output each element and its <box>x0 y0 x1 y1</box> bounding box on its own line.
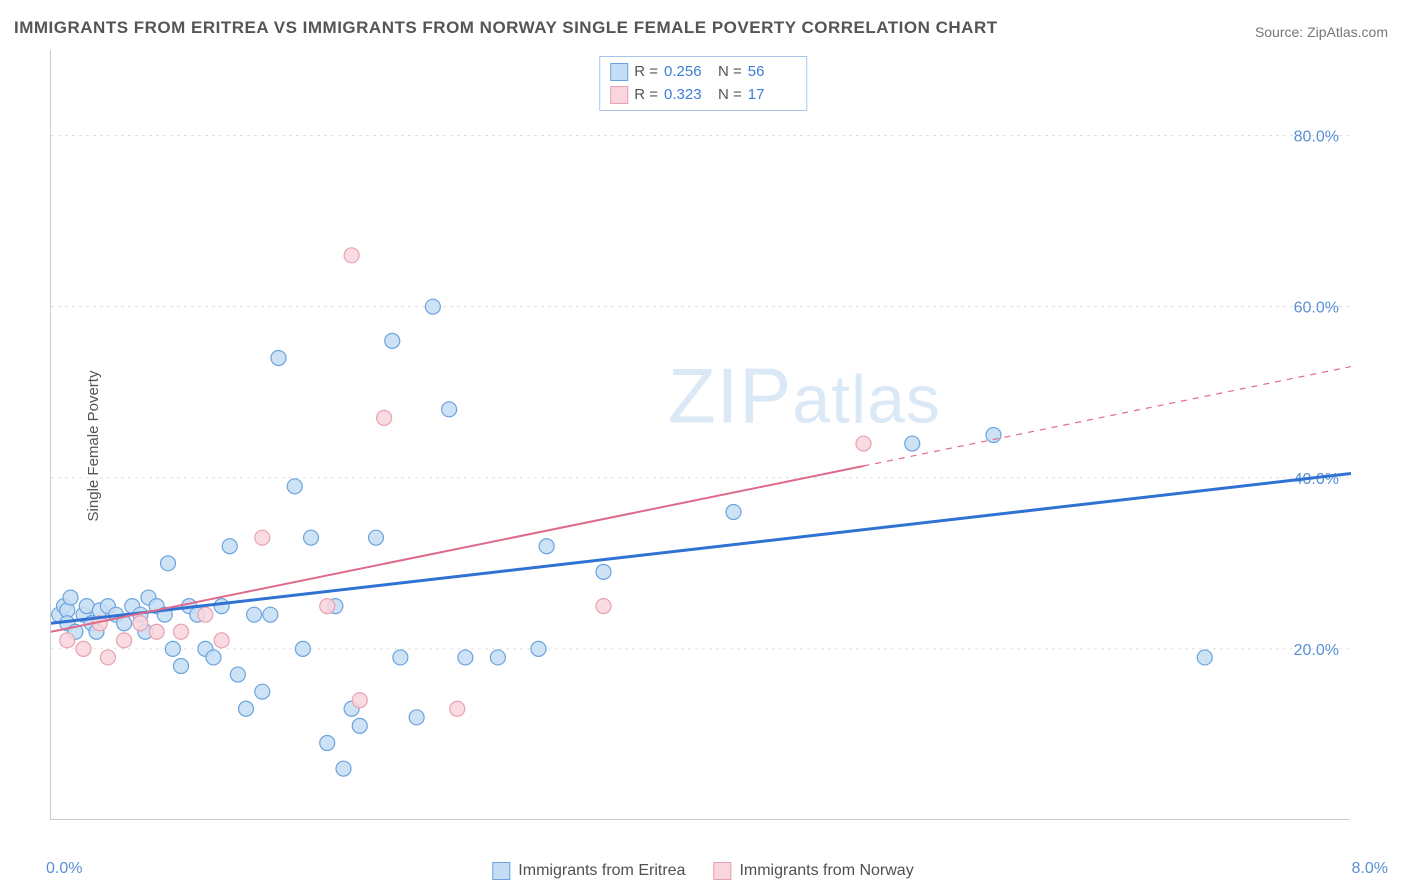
correlation-stats-box: R = 0.256 N = 56 R = 0.323 N = 17 <box>599 56 807 111</box>
plot-area: ZIPatlas 20.0%40.0%60.0%80.0% <box>50 50 1350 820</box>
swatch-icon <box>610 63 628 81</box>
x-axis-tick-label: 8.0% <box>1352 860 1388 878</box>
stats-row-series1: R = 0.256 N = 56 <box>610 61 796 84</box>
stats-row-series2: R = 0.323 N = 17 <box>610 84 796 107</box>
r-label: R = <box>634 84 658 107</box>
legend-label: Immigrants from Norway <box>739 862 913 880</box>
source-attribution: Source: ZipAtlas.com <box>1255 24 1388 40</box>
n-value: 56 <box>748 61 796 84</box>
r-value: 0.256 <box>664 61 712 84</box>
scatter-svg: 20.0%40.0%60.0%80.0% <box>51 50 1351 820</box>
svg-text:60.0%: 60.0% <box>1294 300 1339 317</box>
legend-item-series2: Immigrants from Norway <box>713 862 913 880</box>
n-value: 17 <box>748 84 796 107</box>
n-label: N = <box>718 61 742 84</box>
legend-item-series1: Immigrants from Eritrea <box>492 862 685 880</box>
swatch-icon <box>492 862 510 880</box>
chart-title: IMMIGRANTS FROM ERITREA VS IMMIGRANTS FR… <box>14 18 998 38</box>
series-legend: Immigrants from Eritrea Immigrants from … <box>492 862 913 880</box>
n-label: N = <box>718 84 742 107</box>
svg-text:80.0%: 80.0% <box>1294 129 1339 146</box>
swatch-icon <box>713 862 731 880</box>
svg-text:20.0%: 20.0% <box>1294 642 1339 659</box>
swatch-icon <box>610 86 628 104</box>
x-axis-tick-label: 0.0% <box>46 860 82 878</box>
legend-label: Immigrants from Eritrea <box>518 862 685 880</box>
r-label: R = <box>634 61 658 84</box>
r-value: 0.323 <box>664 84 712 107</box>
